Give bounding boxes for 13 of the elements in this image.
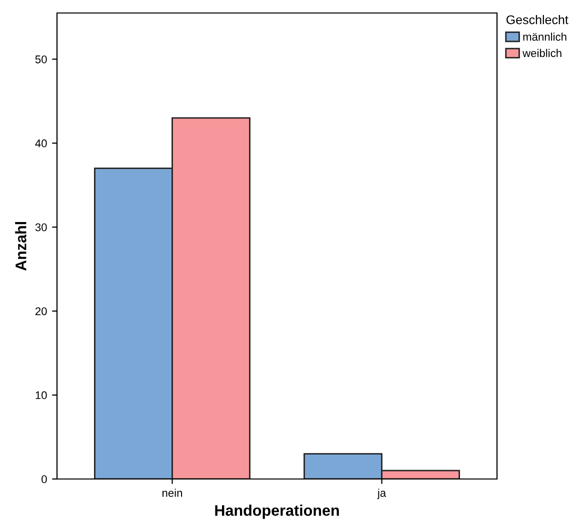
y-tick-label: 10 bbox=[36, 391, 47, 400]
y-tick-label: 0 bbox=[42, 475, 47, 484]
x-axis-title: Handoperationen bbox=[215, 504, 339, 519]
legend-label: weiblich bbox=[522, 48, 562, 58]
x-tick-label: nein bbox=[162, 488, 182, 497]
x-tick-label: ja bbox=[377, 488, 386, 500]
y-tick-label: 40 bbox=[35, 139, 47, 148]
y-tick-label: 30 bbox=[35, 223, 47, 232]
legend-title: Geschlecht bbox=[506, 15, 568, 24]
y-tick-label: 50 bbox=[35, 55, 47, 64]
y-axis-title: Anzahl bbox=[15, 222, 26, 271]
y-tick-label: 20 bbox=[35, 307, 47, 316]
legend-label: männlich bbox=[523, 32, 566, 41]
